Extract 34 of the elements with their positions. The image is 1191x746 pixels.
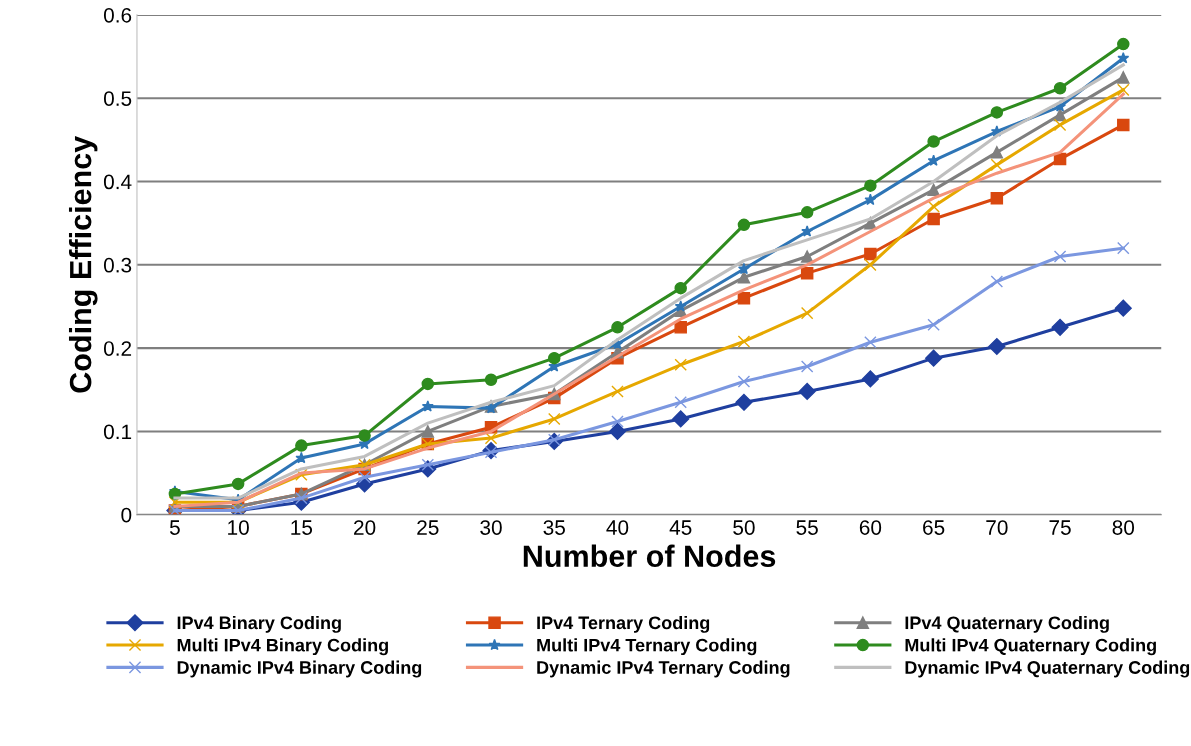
legend-label: IPv4 Binary Coding	[177, 615, 341, 633]
legend-label: Multi IPv4 Quaternary Coding	[905, 638, 1156, 656]
x-tick-label: 40	[606, 520, 629, 535]
x-tick-label: 55	[796, 520, 818, 535]
x-tick-label: 35	[543, 520, 565, 535]
legend-label: Dynamic IPv4 Ternary Coding	[537, 660, 790, 678]
x-tick-label: 10	[228, 520, 249, 535]
x-axis-title: Number of Nodes	[523, 544, 776, 568]
x-tick-label: 50	[733, 520, 755, 535]
y-tick-label: 0.3	[103, 257, 132, 273]
x-tick-label: 5	[169, 520, 180, 535]
y-tick-label: 0	[121, 507, 132, 523]
x-tick-label: 60	[859, 520, 882, 535]
x-tick-label: 20	[354, 520, 376, 535]
legend-label: Dynamic IPv4 Binary Coding	[177, 660, 422, 678]
legend-label: IPv4 Quaternary Coding	[905, 615, 1109, 633]
x-tick-label: 15	[291, 520, 313, 535]
y-tick-label: 0.4	[103, 174, 132, 190]
legend-label: Dynamic IPv4 Quaternary Coding	[905, 660, 1190, 678]
y-tick-label: 0.6	[103, 7, 132, 23]
y-tick-label: 0.2	[103, 341, 132, 356]
x-tick-label: 75	[1049, 520, 1071, 535]
y-tick-label: 0.1	[103, 424, 132, 440]
x-tick-label: 70	[986, 520, 1008, 535]
x-tick-label: 25	[417, 520, 439, 535]
legend-label: Multi IPv4 Binary Coding	[177, 638, 388, 656]
x-tick-label: 80	[1112, 520, 1135, 535]
legend-label: IPv4 Ternary Coding	[537, 615, 710, 633]
x-tick-label: 30	[480, 520, 502, 535]
y-axis-title: Coding Efficiency	[68, 135, 98, 393]
x-tick-label: 45	[669, 520, 692, 535]
legend-label: Multi IPv4 Ternary Coding	[537, 638, 757, 656]
y-tick-label: 0.5	[103, 91, 132, 106]
x-tick-label: 65	[923, 520, 945, 535]
